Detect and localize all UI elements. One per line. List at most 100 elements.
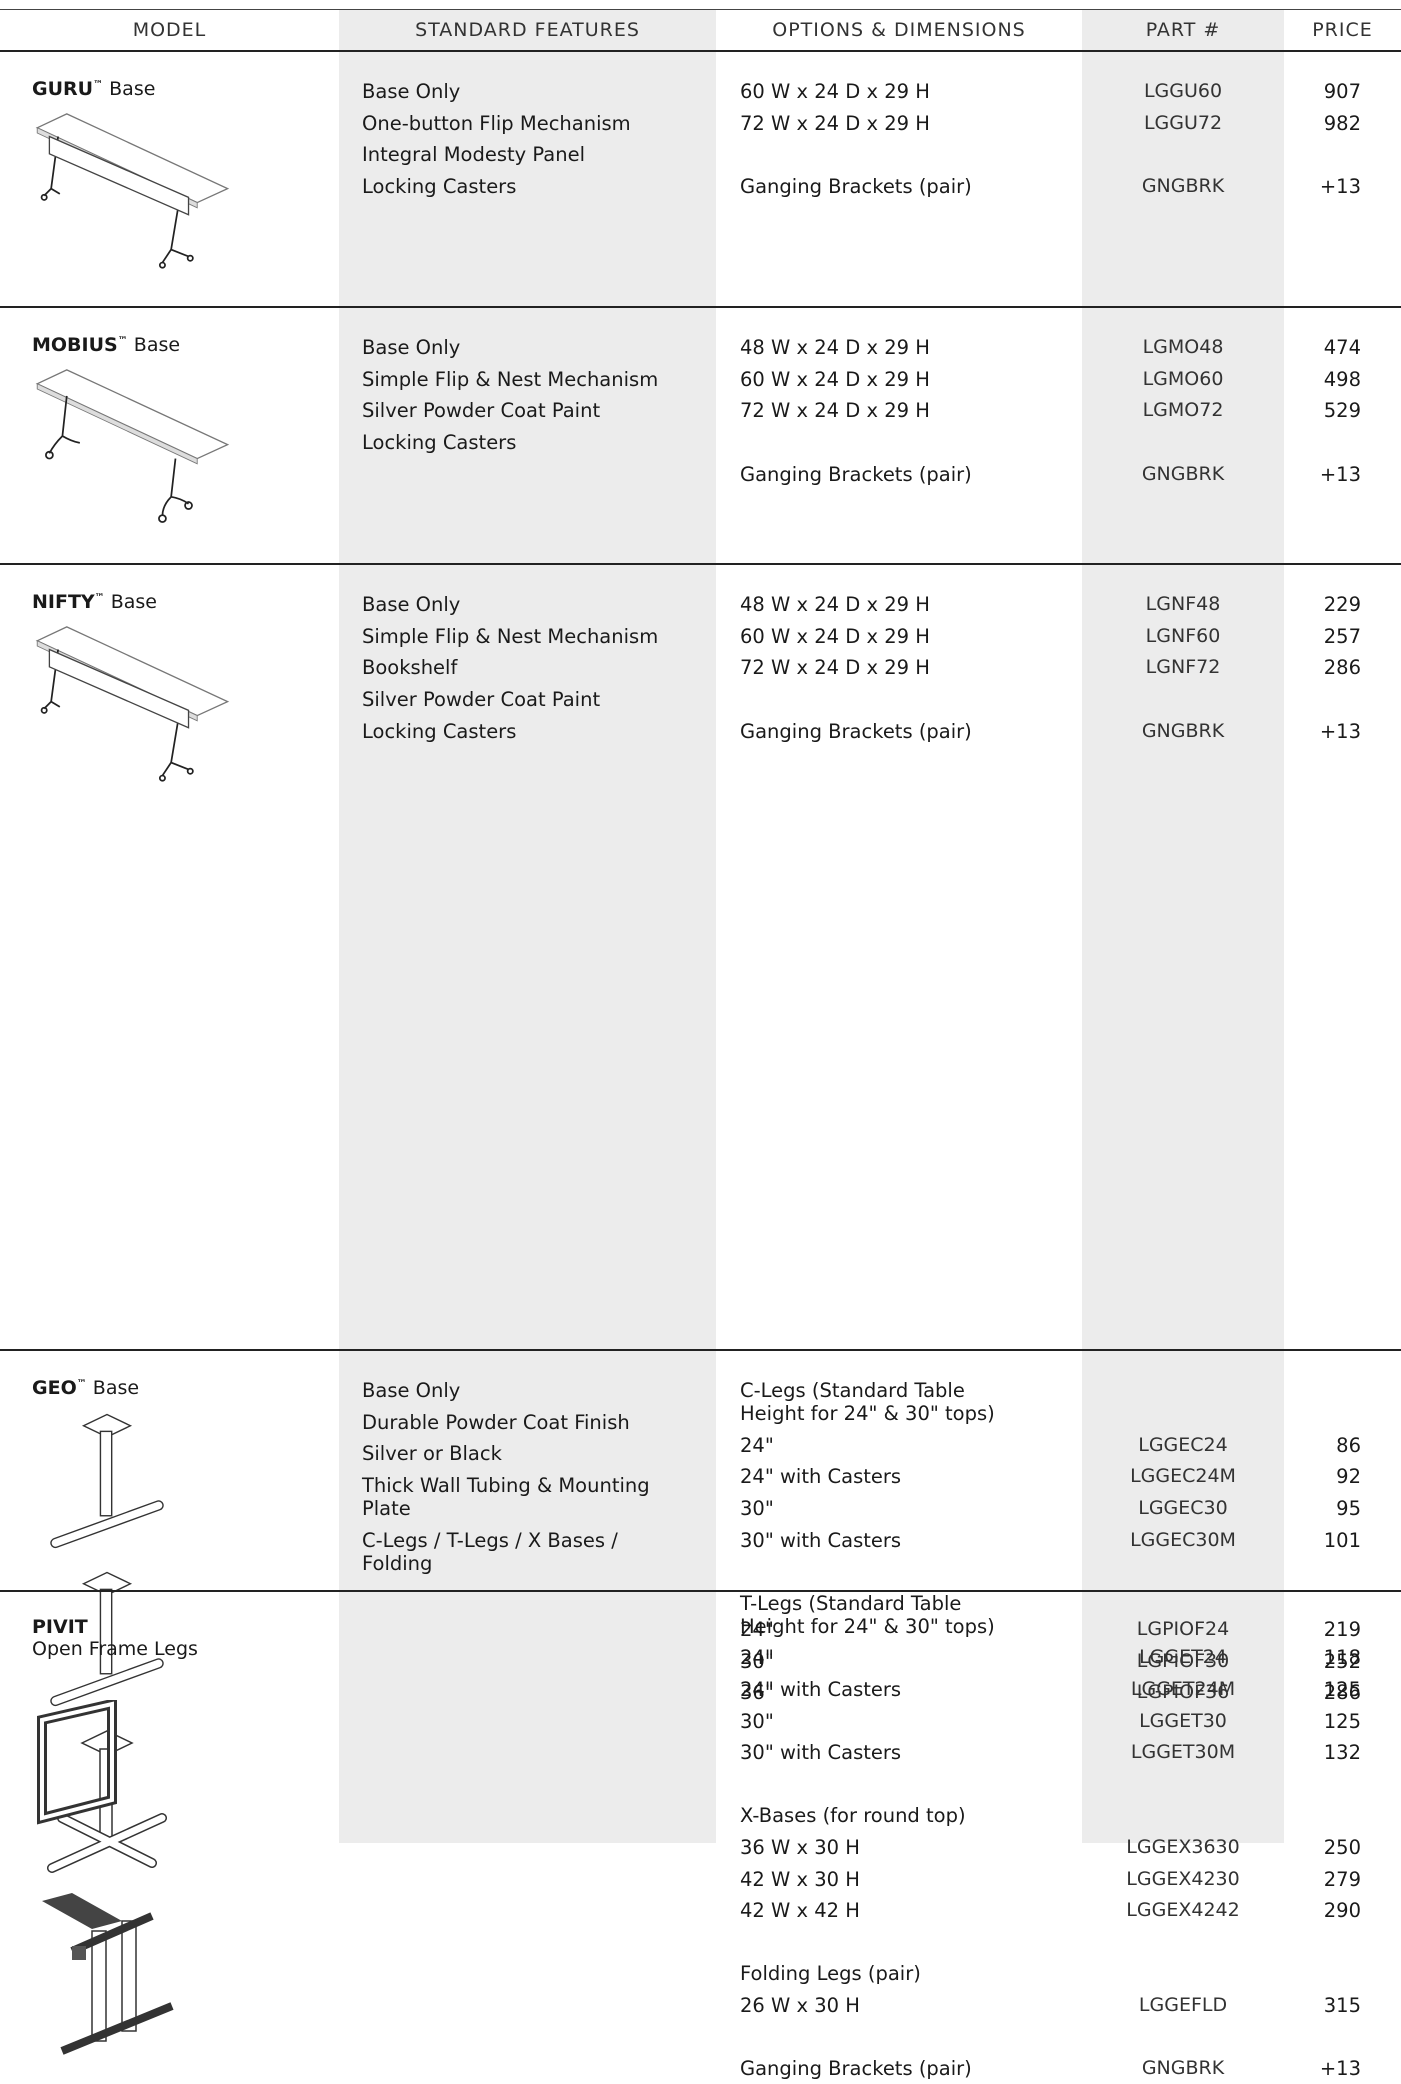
model-title: NIFTY™ Base: [32, 591, 332, 613]
model-suffix: Open Frame Legs: [32, 1638, 198, 1660]
option-line: 42 W x 30 H LGGEX4230 279: [740, 1863, 1380, 1895]
feature: Simple Flip & Nest Mechanism: [362, 624, 659, 648]
product-row: MOBIUS™ Base Base Only Simple Flip & Nest…: [0, 308, 1401, 565]
part-number: LGGEFLD: [1138, 1993, 1228, 2016]
illustration: [50, 1413, 164, 1549]
option-line: 30" LGPIOF30 252: [740, 1646, 1380, 1678]
product-row: GEO™ Base Base Only Durable Powder Coat F…: [0, 1351, 1401, 2080]
price: 132: [1323, 1741, 1361, 1765]
part-number: LGMO60: [1142, 367, 1224, 390]
part-number: LGGEC30M: [1130, 1528, 1236, 1551]
option-label: Ganging Brackets (pair): [740, 719, 972, 743]
col-header: MODEL: [132, 19, 207, 41]
option-label: 42 W x 30 H: [740, 1867, 860, 1891]
price: +13: [1319, 175, 1361, 199]
option-label: Ganging Brackets (pair): [740, 2057, 972, 2081]
option-line: 72 W x 24 D x 29 H LGNF72 286: [740, 652, 1380, 684]
option-label: 26 W x 30 H: [740, 1993, 860, 2017]
option-line: 24" with Casters LGGET24M 125: [740, 1674, 1380, 1706]
feature: Simple Flip & Nest Mechanism: [362, 367, 659, 391]
option-line: 72 W x 24 D x 29 H LGGU72 982: [740, 108, 1380, 140]
feature: Locking Casters: [362, 431, 517, 455]
option-line: 24" LGGEC24 86: [740, 1430, 1380, 1462]
option-label: 72 W x 24 D x 29 H: [740, 111, 930, 135]
price: 250: [1323, 1836, 1361, 1860]
illustration: [42, 1893, 174, 2055]
option-group: 24" LGPIOF24 219 30" LGPIOF30 252 36" LGPIOF36 2…: [740, 1614, 1380, 1709]
product-row: PIVIT Open Frame Legs 24" LGPIOF24 219 30" L…: [0, 1590, 1401, 1825]
option-label: Ganging Brackets (pair): [740, 175, 972, 199]
option-label: 30": [740, 1709, 774, 1733]
feature: Base Only: [362, 1379, 461, 1403]
features: Base Only One-button Flip Mechanism Integr…: [362, 76, 672, 202]
price: 290: [1323, 1899, 1361, 1923]
model-title: MOBIUS™ Base: [32, 334, 332, 356]
price: 907: [1323, 80, 1361, 104]
price: 286: [1323, 1681, 1361, 1705]
part-number: LGPIOF24: [1136, 1618, 1230, 1641]
option-group: T-Legs (Standard Table Height for 24" & …: [740, 1588, 1380, 1769]
part-number: LGPIOF30: [1136, 1649, 1230, 1672]
option-label: 72 W x 24 D x 29 H: [740, 399, 930, 423]
option-line: 30" with Casters LGGEC30M 101: [740, 1524, 1380, 1556]
feature: Silver or Black: [362, 1442, 502, 1466]
col-header: PART #: [1145, 19, 1221, 41]
price: +13: [1319, 2057, 1361, 2081]
price: 95: [1336, 1497, 1361, 1521]
option-line: 48 W x 24 D x 29 H LGNF48 229: [740, 589, 1380, 621]
option-label: 48 W x 24 D x 29 H: [740, 593, 930, 617]
option-label: 60 W x 24 D x 29 H: [740, 367, 930, 391]
part-number: LGGEC30: [1138, 1497, 1228, 1520]
illustration: [35, 369, 230, 523]
price: 529: [1323, 399, 1361, 423]
model-name: GEO: [32, 1377, 77, 1399]
price: 229: [1323, 593, 1361, 617]
option-heading: Folding Legs (pair): [740, 1962, 921, 1986]
option-line: 48 W x 24 D x 29 H LGMO48 474: [740, 332, 1380, 364]
model-suffix: Base: [92, 1377, 140, 1399]
part-number: LGGET30M: [1130, 1741, 1236, 1764]
illustration: [35, 626, 230, 782]
option-label: 30": [740, 1649, 774, 1673]
page: MODEL STANDARD FEATURES OPTIONS & DIMENS…: [0, 9, 1401, 2081]
product-row: GURU™ Base Base Only One-button Flip Mech…: [0, 52, 1401, 308]
feature: One-button Flip Mechanism: [362, 111, 631, 135]
options: 60 W x 24 D x 29 H LGGU60 907 72 W x 24 D x…: [740, 76, 1380, 202]
feature: Bookshelf: [362, 656, 458, 680]
price: 101: [1323, 1528, 1361, 1552]
option-group: Folding Legs (pair) 26 W x 30 H LGGEFLD 315: [740, 1958, 1380, 2021]
option-line: Ganging Brackets (pair) GNGBRK +13: [740, 2053, 1380, 2084]
part-number: LGGU60: [1143, 80, 1223, 103]
trademark: ™: [94, 592, 105, 604]
illustration: [50, 1571, 164, 1707]
option-label: 60 W x 24 D x 29 H: [740, 624, 930, 648]
part-number: LGGET24M: [1130, 1678, 1236, 1701]
part-number: LGGEX4230: [1126, 1867, 1240, 1890]
feature: Base Only: [362, 80, 461, 104]
option-line: 36" LGPIOF36 286: [740, 1677, 1380, 1709]
col-header: OPTIONS & DIMENSIONS: [772, 19, 1026, 41]
option-label: Ganging Brackets (pair): [740, 462, 972, 486]
part-number: GNGBRK: [1141, 2057, 1225, 2080]
model-name: GURU: [32, 78, 94, 100]
part-number: LGNF60: [1145, 624, 1221, 647]
option-label: 36": [740, 1681, 774, 1705]
price: 86: [1336, 1433, 1361, 1457]
option-line: Ganging Brackets (pair) GNGBRK +13: [740, 458, 1380, 490]
product-row: NIFTY™ Base Base Only Simple Flip & Nest …: [0, 565, 1401, 1351]
trademark: ™: [93, 79, 104, 91]
part-number: LGGET30: [1139, 1709, 1227, 1732]
model-name: NIFTY: [32, 591, 95, 613]
option-label: 24" with Casters: [740, 1678, 902, 1702]
part-number: LGMO48: [1142, 336, 1224, 359]
option-label: 72 W x 24 D x 29 H: [740, 656, 930, 680]
price: +13: [1319, 462, 1361, 486]
price: 92: [1336, 1465, 1361, 1489]
options: C-Legs (Standard Table Height for 24" & …: [740, 1375, 1380, 2084]
feature: Silver Powder Coat Paint: [362, 399, 601, 423]
option-group: Ganging Brackets (pair) GNGBRK +13: [740, 171, 1380, 203]
col-header: STANDARD FEATURES: [415, 19, 640, 41]
price: 257: [1323, 624, 1361, 648]
illustration: [35, 113, 230, 269]
option-label: 36 W x 30 H: [740, 1836, 860, 1860]
